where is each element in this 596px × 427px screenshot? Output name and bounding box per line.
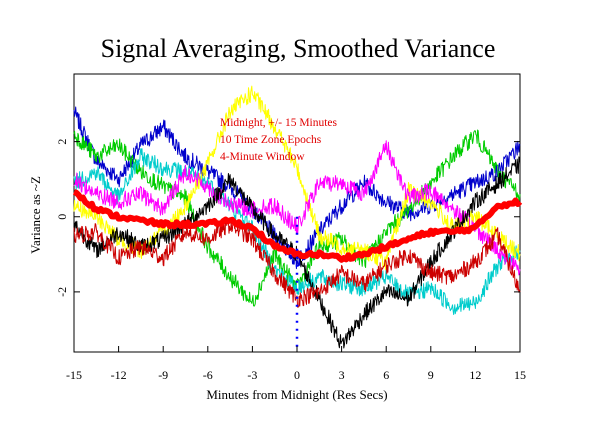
y-axis-label: Variance as ~Z: [28, 176, 43, 254]
x-tick-label: -12: [111, 368, 127, 382]
x-tick-label: 6: [383, 368, 389, 382]
series-line-7: [73, 218, 521, 308]
y-tick-label: -2: [55, 287, 69, 297]
series-line-2: [73, 129, 521, 307]
x-axis-label: Minutes from Midnight (Res Secs): [206, 387, 388, 402]
y-tick-label: 0: [55, 214, 69, 220]
x-tick-label: -6: [203, 368, 213, 382]
series-line-average: [72, 189, 523, 263]
tick-layer: -15 -12 -9 -6 -3 0 3 6 9 12 15 -2 0 2: [55, 139, 526, 382]
y-tick-label: 2: [55, 139, 69, 145]
annotation-layer: Midnight, +/- 15 Minutes 10 Time Zone Epo…: [220, 117, 338, 163]
chart-title: Signal Averaging, Smoothed Variance: [100, 34, 496, 63]
x-tick-label: -9: [158, 368, 168, 382]
series-line-3: [73, 148, 521, 315]
annotation-text: 10 Time Zone Epochs: [220, 134, 322, 146]
x-tick-label: 9: [428, 368, 434, 382]
annotation-text: Midnight, +/- 15 Minutes: [220, 117, 338, 129]
annotation-text: 4-Minute Window: [220, 151, 305, 163]
x-tick-label: -15: [66, 368, 82, 382]
x-tick-label: 3: [339, 368, 345, 382]
series-layer: [72, 85, 523, 349]
x-tick-label: 0: [294, 368, 300, 382]
x-tick-label: 15: [514, 368, 526, 382]
x-tick-label: -3: [247, 368, 257, 382]
x-tick-label: 12: [469, 368, 481, 382]
